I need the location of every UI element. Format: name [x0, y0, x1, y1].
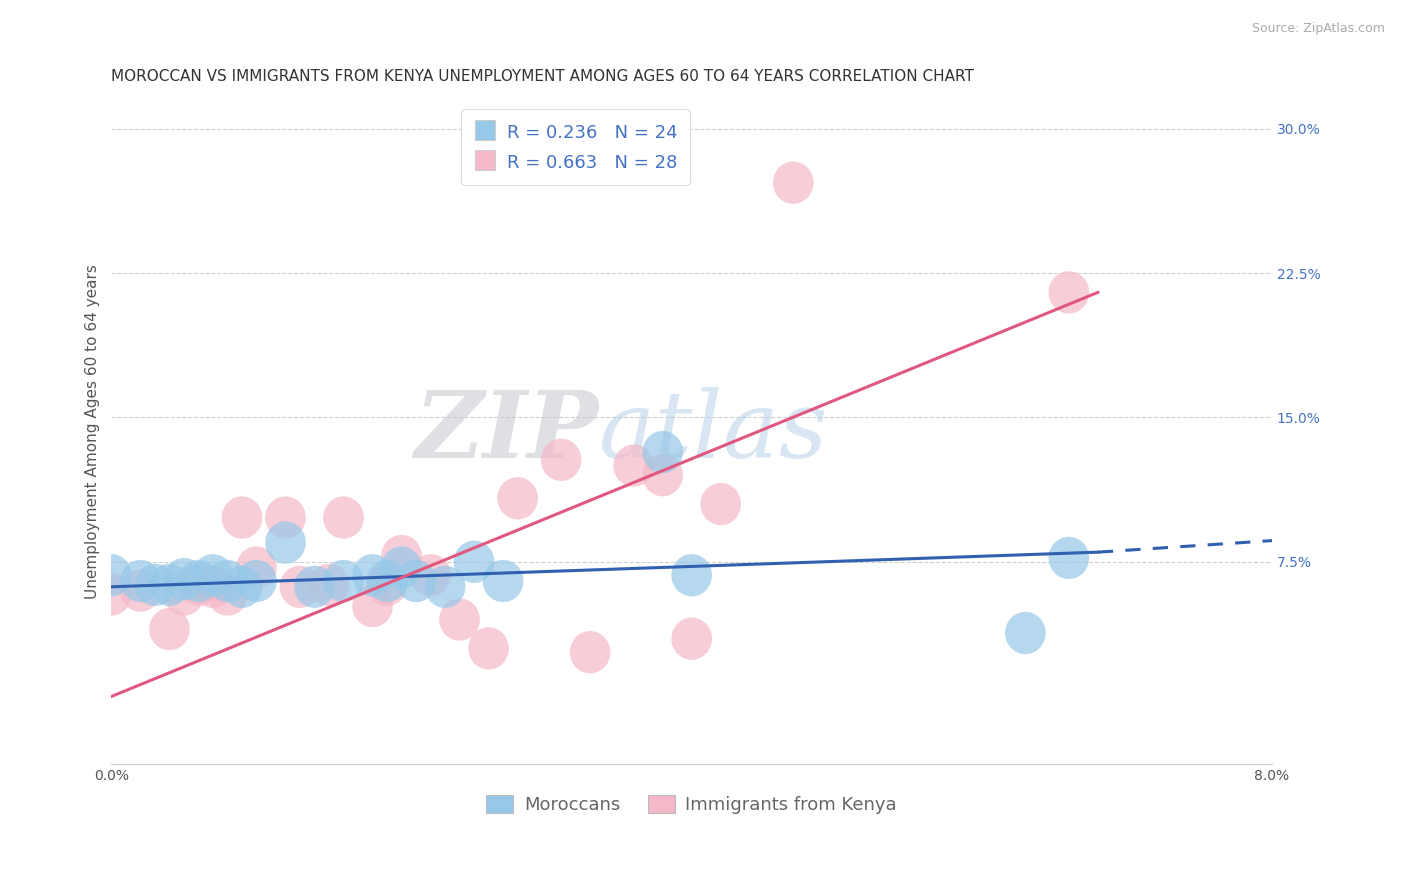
Ellipse shape	[672, 554, 711, 597]
Ellipse shape	[179, 560, 219, 602]
Ellipse shape	[395, 560, 436, 602]
Ellipse shape	[266, 521, 305, 564]
Ellipse shape	[149, 608, 190, 650]
Ellipse shape	[323, 496, 364, 539]
Ellipse shape	[541, 439, 582, 481]
Ellipse shape	[773, 161, 814, 204]
Ellipse shape	[91, 574, 132, 615]
Ellipse shape	[236, 560, 277, 602]
Ellipse shape	[367, 564, 408, 606]
Ellipse shape	[643, 454, 683, 496]
Ellipse shape	[672, 617, 711, 660]
Ellipse shape	[135, 564, 176, 606]
Ellipse shape	[643, 431, 683, 474]
Ellipse shape	[454, 541, 495, 583]
Ellipse shape	[179, 564, 219, 606]
Legend: Moroccans, Immigrants from Kenya: Moroccans, Immigrants from Kenya	[479, 788, 904, 822]
Ellipse shape	[569, 631, 610, 673]
Ellipse shape	[367, 560, 408, 602]
Ellipse shape	[309, 564, 349, 606]
Ellipse shape	[1005, 612, 1046, 654]
Ellipse shape	[222, 496, 263, 539]
Ellipse shape	[353, 554, 392, 597]
Ellipse shape	[1049, 271, 1090, 314]
Ellipse shape	[222, 566, 263, 608]
Ellipse shape	[266, 496, 305, 539]
Ellipse shape	[236, 547, 277, 589]
Ellipse shape	[498, 477, 538, 519]
Y-axis label: Unemployment Among Ages 60 to 64 years: Unemployment Among Ages 60 to 64 years	[86, 264, 100, 599]
Ellipse shape	[91, 554, 132, 597]
Ellipse shape	[149, 564, 190, 606]
Ellipse shape	[323, 560, 364, 602]
Ellipse shape	[120, 569, 160, 612]
Ellipse shape	[613, 444, 654, 487]
Ellipse shape	[207, 574, 247, 615]
Text: Source: ZipAtlas.com: Source: ZipAtlas.com	[1251, 22, 1385, 36]
Ellipse shape	[280, 566, 321, 608]
Ellipse shape	[439, 599, 479, 640]
Ellipse shape	[381, 535, 422, 577]
Ellipse shape	[482, 560, 523, 602]
Ellipse shape	[381, 547, 422, 589]
Text: ZIP: ZIP	[415, 387, 599, 477]
Ellipse shape	[1049, 537, 1090, 579]
Ellipse shape	[207, 560, 247, 602]
Ellipse shape	[425, 566, 465, 608]
Ellipse shape	[700, 483, 741, 525]
Ellipse shape	[163, 574, 204, 615]
Ellipse shape	[353, 585, 392, 627]
Ellipse shape	[120, 560, 160, 602]
Ellipse shape	[294, 566, 335, 608]
Ellipse shape	[468, 627, 509, 670]
Ellipse shape	[193, 554, 233, 597]
Ellipse shape	[411, 554, 451, 597]
Text: atlas: atlas	[599, 387, 828, 477]
Ellipse shape	[193, 566, 233, 608]
Ellipse shape	[163, 558, 204, 600]
Text: MOROCCAN VS IMMIGRANTS FROM KENYA UNEMPLOYMENT AMONG AGES 60 TO 64 YEARS CORRELA: MOROCCAN VS IMMIGRANTS FROM KENYA UNEMPL…	[111, 69, 974, 84]
